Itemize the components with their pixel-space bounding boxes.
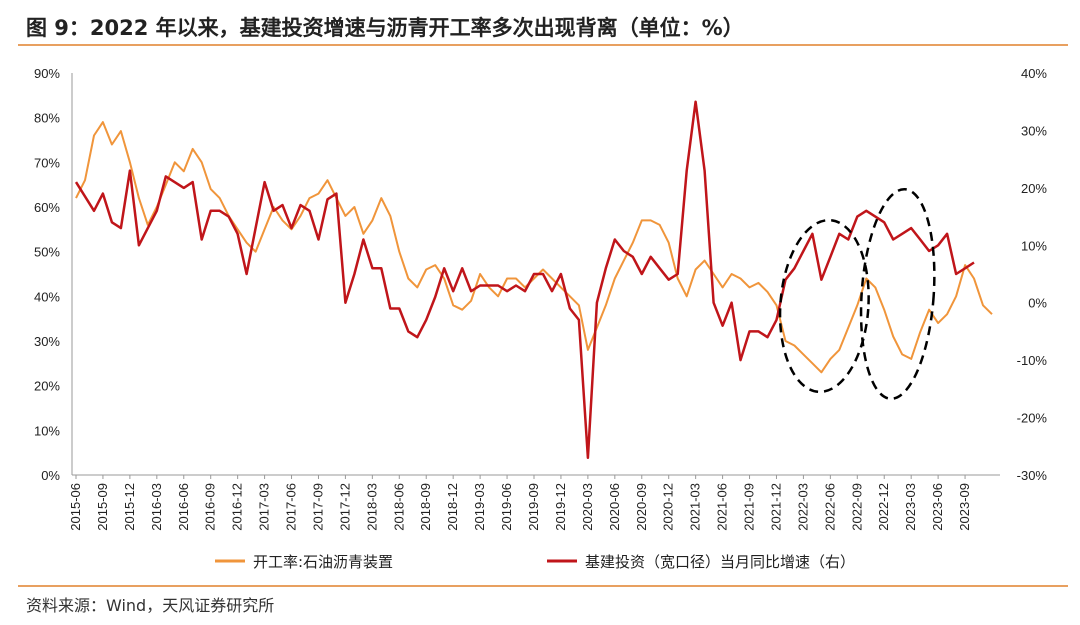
x-tick-label: 2021-09 bbox=[742, 483, 757, 531]
x-tick-label: 2022-12 bbox=[876, 483, 891, 531]
source-divider bbox=[18, 585, 1068, 587]
divergence-ellipse-1 bbox=[778, 218, 870, 394]
x-tick-label: 2023-03 bbox=[903, 483, 918, 531]
right-tick-label: -30% bbox=[1017, 468, 1048, 483]
left-tick-label: 20% bbox=[34, 379, 60, 394]
x-tick-label: 2016-03 bbox=[149, 483, 164, 531]
right-tick-label: 40% bbox=[1021, 66, 1047, 81]
left-tick-label: 30% bbox=[34, 334, 60, 349]
x-tick-label: 2020-09 bbox=[634, 483, 649, 531]
x-tick-label: 2020-03 bbox=[580, 483, 595, 531]
x-tick-label: 2018-12 bbox=[445, 483, 460, 531]
right-tick-label: 10% bbox=[1021, 238, 1047, 253]
left-tick-label: 60% bbox=[34, 200, 60, 215]
left-tick-label: 90% bbox=[34, 66, 60, 81]
chart-axes bbox=[71, 73, 1000, 476]
x-tick-label: 2019-03 bbox=[472, 483, 487, 531]
source-note: 资料来源：Wind，天风证券研究所 bbox=[26, 596, 275, 615]
x-axis: 2015-06 2015-09 2015-12 2016-03 2016-06 2016-… bbox=[68, 475, 972, 531]
x-tick-label: 2019-06 bbox=[499, 483, 514, 531]
x-tick-label: 2016-12 bbox=[230, 483, 245, 531]
x-tick-label: 2022-09 bbox=[849, 483, 864, 531]
left-tick-label: 50% bbox=[34, 245, 60, 260]
asphalt-utilization-line bbox=[75, 121, 993, 374]
left-tick-label: 40% bbox=[34, 289, 60, 304]
x-tick-label: 2018-06 bbox=[391, 483, 406, 531]
infra-investment-line bbox=[74, 100, 975, 460]
x-tick-label: 2017-12 bbox=[337, 483, 352, 531]
legend: 开工率:石油沥青装置 基建投资（宽口径）当月同比增速（右） bbox=[215, 553, 855, 571]
right-y-axis: -30% -20% -10% 0% 10% 20% 30% 40% bbox=[1017, 66, 1048, 483]
x-tick-label: 2018-03 bbox=[364, 483, 379, 531]
title-divider bbox=[18, 44, 1068, 46]
x-tick-label: 2021-06 bbox=[715, 483, 730, 531]
legend-label-infra: 基建投资（宽口径）当月同比增速（右） bbox=[585, 553, 855, 571]
x-tick-label: 2016-09 bbox=[203, 483, 218, 531]
x-tick-label: 2015-09 bbox=[95, 483, 110, 531]
left-tick-label: 70% bbox=[34, 155, 60, 170]
x-tick-label: 2016-06 bbox=[176, 483, 191, 531]
left-tick-label: 10% bbox=[34, 423, 60, 438]
x-tick-label: 2015-12 bbox=[122, 483, 137, 531]
x-tick-label: 2022-06 bbox=[822, 483, 837, 531]
series-lines bbox=[74, 100, 993, 460]
x-tick-label: 2019-12 bbox=[553, 483, 568, 531]
chart-title: 图 9：2022 年以来，基建投资增速与沥青开工率多次出现背离（单位：%） bbox=[26, 16, 744, 40]
x-tick-label: 2015-06 bbox=[68, 483, 83, 531]
right-tick-label: 0% bbox=[1028, 296, 1047, 311]
left-tick-label: 0% bbox=[41, 468, 60, 483]
x-tick-label: 2017-03 bbox=[257, 483, 272, 531]
right-tick-label: 30% bbox=[1021, 123, 1047, 138]
right-tick-label: -10% bbox=[1017, 353, 1048, 368]
x-tick-label: 2023-09 bbox=[957, 483, 972, 531]
x-tick-label: 2022-03 bbox=[795, 483, 810, 531]
x-tick-label: 2021-12 bbox=[768, 483, 783, 531]
x-tick-label: 2023-06 bbox=[930, 483, 945, 531]
x-tick-label: 2018-09 bbox=[418, 483, 433, 531]
left-y-axis: 0% 10% 20% 30% 40% 50% 60% 70% 80% 90% bbox=[34, 66, 60, 483]
legend-label-asphalt: 开工率:石油沥青装置 bbox=[253, 553, 393, 571]
x-tick-label: 2021-03 bbox=[688, 483, 703, 531]
left-tick-label: 80% bbox=[34, 111, 60, 126]
right-tick-label: -20% bbox=[1017, 411, 1048, 426]
annotations bbox=[778, 187, 936, 401]
x-tick-label: 2020-06 bbox=[607, 483, 622, 531]
x-tick-label: 2020-12 bbox=[661, 483, 676, 531]
x-tick-label: 2017-06 bbox=[284, 483, 299, 531]
divergence-ellipse-2 bbox=[859, 187, 936, 401]
x-tick-label: 2017-09 bbox=[310, 483, 325, 531]
x-tick-label: 2019-09 bbox=[526, 483, 541, 531]
right-tick-label: 20% bbox=[1021, 181, 1047, 196]
